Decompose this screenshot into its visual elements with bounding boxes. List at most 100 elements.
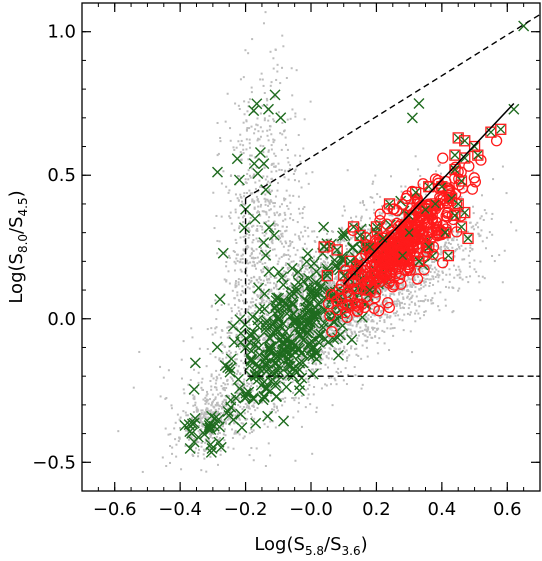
- background-point: [243, 343, 246, 346]
- background-point: [294, 115, 297, 118]
- background-point: [210, 327, 213, 330]
- background-point: [281, 66, 284, 69]
- background-point: [268, 188, 271, 191]
- background-point: [253, 310, 256, 313]
- background-point: [402, 307, 405, 310]
- background-point: [255, 267, 258, 270]
- background-point: [461, 258, 464, 261]
- background-point: [397, 300, 400, 303]
- background-point: [341, 268, 344, 271]
- background-point: [239, 193, 242, 196]
- background-point: [248, 432, 251, 435]
- background-point: [416, 274, 419, 277]
- background-point: [288, 240, 291, 243]
- background-point: [412, 284, 415, 287]
- background-point: [254, 218, 257, 221]
- background-point: [240, 270, 243, 273]
- background-point: [350, 334, 353, 337]
- background-point: [373, 201, 376, 204]
- background-point: [299, 256, 302, 259]
- background-point: [233, 407, 236, 410]
- background-point: [333, 282, 336, 285]
- background-point: [328, 309, 331, 312]
- background-point: [263, 119, 266, 122]
- background-point: [263, 234, 266, 237]
- background-point: [258, 276, 261, 279]
- background-point: [248, 454, 251, 457]
- background-point: [242, 148, 245, 151]
- background-point: [242, 346, 245, 349]
- background-point: [190, 418, 193, 421]
- background-point: [255, 278, 258, 281]
- background-point: [247, 236, 250, 239]
- background-point: [455, 238, 458, 241]
- background-point: [243, 214, 246, 217]
- background-point: [294, 312, 297, 315]
- background-point: [334, 331, 337, 334]
- background-point: [180, 468, 183, 471]
- background-point: [331, 282, 334, 285]
- background-point: [241, 200, 244, 203]
- background-point: [273, 120, 276, 123]
- background-point: [290, 283, 293, 286]
- background-point: [479, 234, 482, 237]
- background-point: [289, 117, 292, 120]
- background-point: [306, 226, 309, 229]
- background-point: [388, 199, 391, 202]
- background-point: [414, 290, 417, 293]
- background-point: [268, 302, 271, 305]
- background-point: [258, 356, 261, 359]
- background-point: [332, 243, 335, 246]
- background-point: [294, 233, 297, 236]
- background-point: [393, 300, 396, 303]
- background-point: [288, 194, 291, 197]
- background-point: [250, 312, 253, 315]
- background-point: [359, 330, 362, 333]
- background-point: [281, 294, 284, 297]
- background-point: [201, 388, 204, 391]
- background-point: [218, 427, 221, 430]
- background-point: [297, 235, 300, 238]
- background-point: [243, 239, 246, 242]
- background-point: [242, 144, 245, 147]
- background-point: [255, 346, 258, 349]
- background-point: [268, 290, 271, 293]
- background-point: [255, 447, 258, 450]
- background-point: [269, 182, 272, 185]
- background-point: [357, 303, 360, 306]
- background-point: [432, 283, 435, 286]
- background-point: [330, 342, 333, 345]
- background-point: [410, 213, 413, 216]
- background-point: [359, 219, 362, 222]
- background-point: [386, 208, 389, 211]
- background-point: [320, 387, 323, 390]
- background-point: [386, 327, 389, 330]
- background-point: [259, 247, 262, 250]
- background-point: [415, 309, 418, 312]
- background-point: [294, 168, 297, 171]
- background-point: [350, 330, 353, 333]
- background-point: [370, 336, 373, 339]
- background-point: [210, 409, 213, 412]
- background-point: [320, 261, 323, 264]
- background-point: [457, 212, 460, 215]
- background-point: [285, 76, 288, 79]
- background-point: [244, 402, 247, 405]
- background-point: [255, 123, 258, 126]
- background-point: [215, 404, 218, 407]
- background-point: [253, 173, 256, 176]
- background-point: [221, 387, 224, 390]
- background-point: [245, 246, 248, 249]
- background-point: [389, 327, 392, 330]
- background-point: [267, 293, 270, 296]
- background-point: [351, 219, 354, 222]
- background-point: [241, 183, 244, 186]
- background-point: [418, 305, 421, 308]
- background-point: [280, 369, 283, 372]
- background-point: [243, 412, 246, 415]
- background-point: [238, 227, 241, 230]
- background-point: [467, 254, 470, 257]
- background-point: [295, 69, 298, 72]
- background-point: [239, 143, 242, 146]
- background-point: [386, 303, 389, 306]
